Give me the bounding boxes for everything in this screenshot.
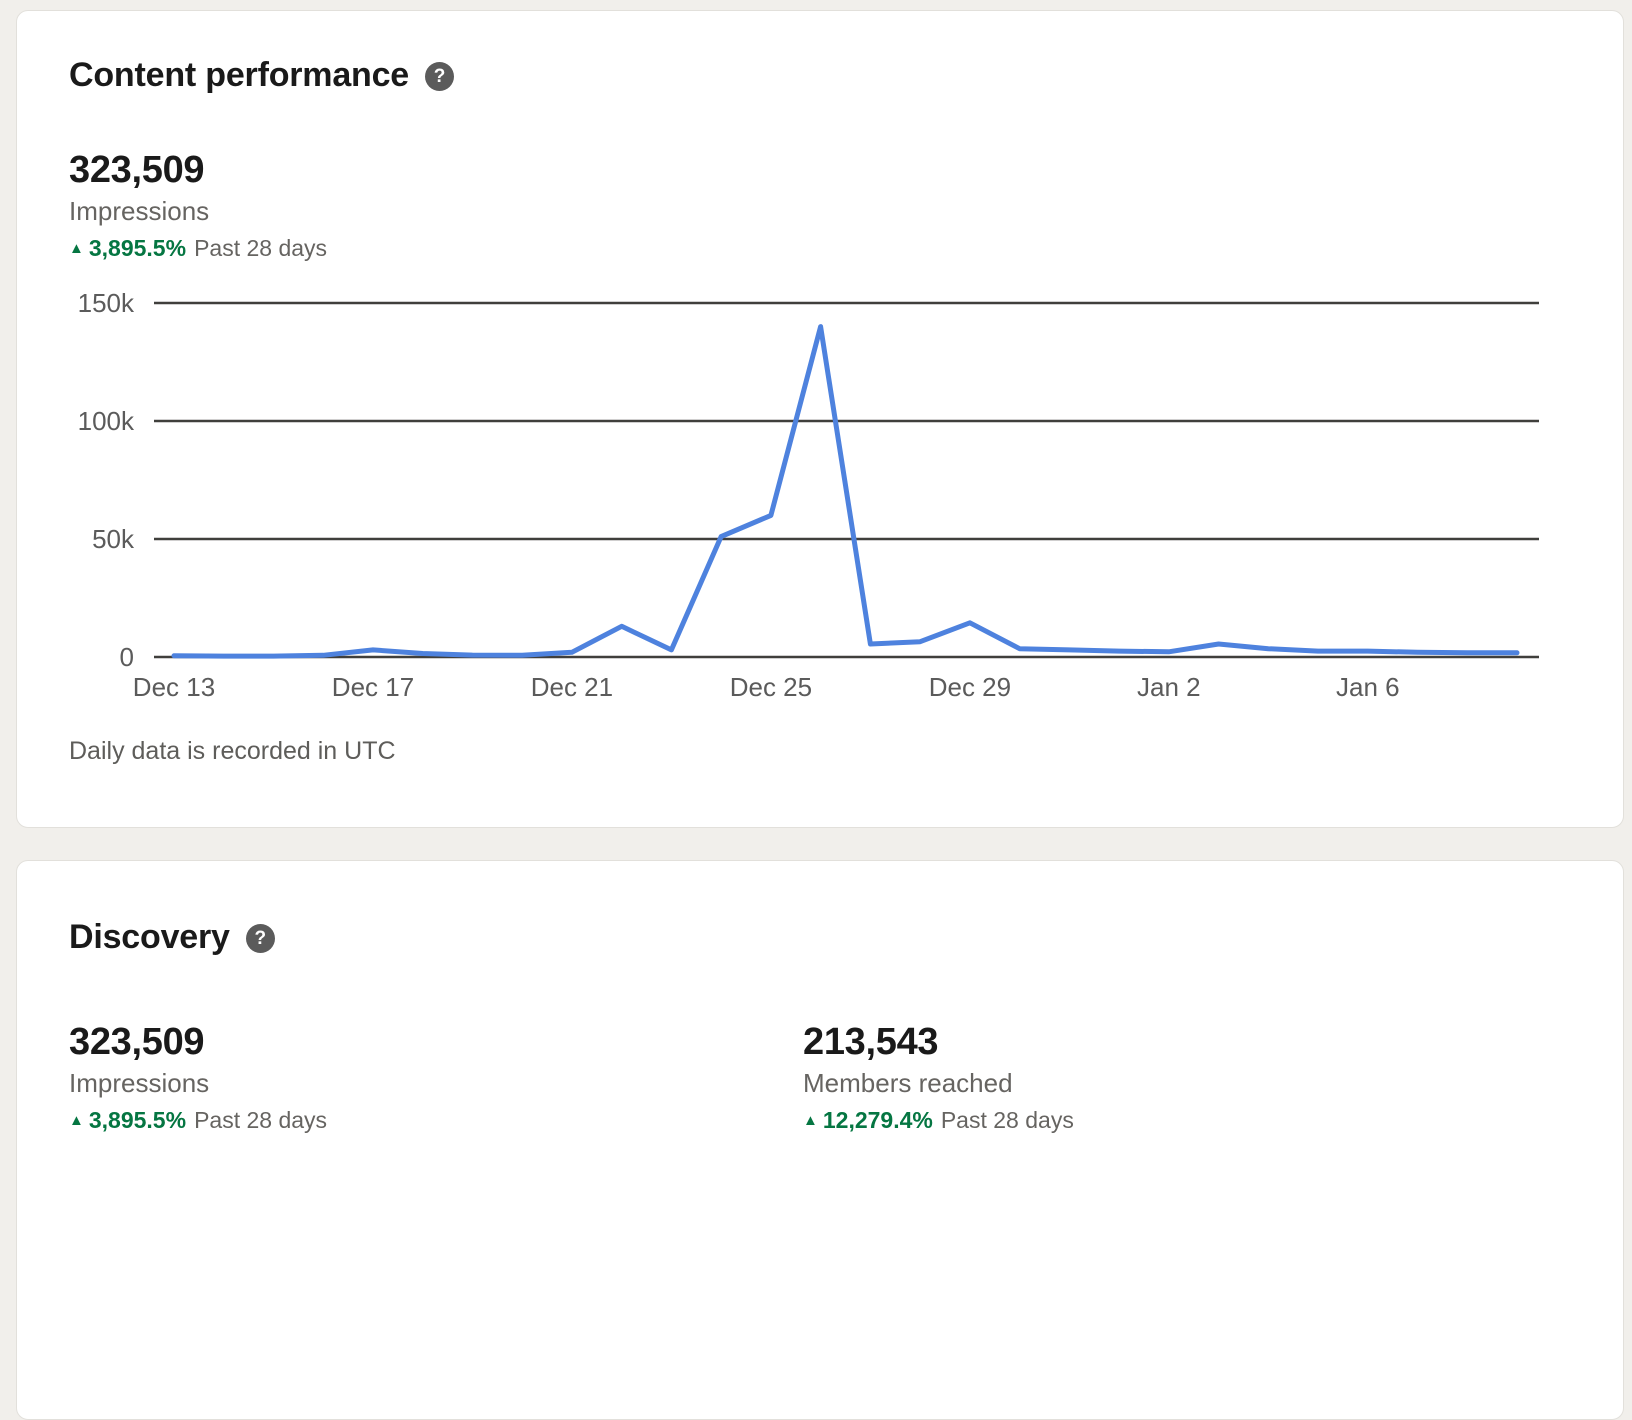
chart-y-tick-label: 150k bbox=[78, 288, 135, 318]
content-performance-title: Content performance bbox=[69, 56, 410, 94]
trend-period: Past 28 days bbox=[194, 235, 328, 261]
discovery-card: Discovery ? 323,509 Impressions ▲ 3,895.… bbox=[16, 860, 1624, 1420]
chart-x-tick-label: Dec 29 bbox=[929, 672, 1011, 702]
trend-up-icon: ▲ bbox=[69, 1111, 84, 1129]
chart-x-tick-label: Jan 2 bbox=[1137, 672, 1201, 702]
discovery-impressions-column: 323,509 Impressions ▲ 3,895.5% Past 28 d… bbox=[69, 1020, 803, 1134]
chart-x-tick-label: Jan 6 bbox=[1336, 672, 1400, 702]
discovery-members-stat: 213,543 Members reached ▲ 12,279.4% Past… bbox=[803, 1020, 1537, 1134]
impressions-value: 323,509 bbox=[69, 149, 205, 191]
content-performance-card: Content performance ? 323,509 Impression… bbox=[16, 10, 1624, 828]
discovery-title: Discovery bbox=[69, 918, 230, 956]
question-mark-glyph: ? bbox=[433, 66, 446, 87]
trend-percent: 3,895.5% bbox=[88, 1107, 187, 1133]
chart-x-tick-label: Dec 13 bbox=[133, 672, 215, 702]
analytics-page: { "colors": { "page_background": "#f1efe… bbox=[16, 10, 1624, 1420]
content-performance-header: Content performance ? bbox=[69, 11, 1537, 96]
discovery-members-column: 213,543 Members reached ▲ 12,279.4% Past… bbox=[803, 1020, 1537, 1134]
impressions-stat-block: 323,509 Impressions ▲ 3,895.5% Past 28 d… bbox=[69, 148, 1537, 262]
trend-percent: 3,895.5% bbox=[88, 235, 187, 261]
discovery-impressions-label: Impressions bbox=[69, 1068, 210, 1098]
impressions-line-chart[interactable]: 0 50k 100k 150k Dec 13 Dec 17 Dec 21 Dec 25 Dec … bbox=[69, 282, 1539, 712]
discovery-impressions-trend: ▲ 3,895.5% Past 28 days bbox=[69, 1106, 803, 1134]
discovery-stats-row: 323,509 Impressions ▲ 3,895.5% Past 28 d… bbox=[69, 1020, 1537, 1134]
chart-y-tick-label: 0 bbox=[120, 642, 134, 672]
trend-period: Past 28 days bbox=[194, 1107, 328, 1133]
members-reached-trend: ▲ 12,279.4% Past 28 days bbox=[803, 1106, 1537, 1134]
members-reached-label: Members reached bbox=[803, 1068, 1013, 1098]
trend-up-icon: ▲ bbox=[69, 239, 84, 257]
chart-x-tick-label: Dec 21 bbox=[531, 672, 613, 702]
question-mark-glyph: ? bbox=[254, 928, 267, 949]
impressions-label: Impressions bbox=[69, 196, 210, 226]
trend-up-icon: ▲ bbox=[803, 1111, 818, 1129]
trend-percent: 12,279.4% bbox=[822, 1107, 933, 1133]
chart-x-tick-label: Dec 17 bbox=[332, 672, 414, 702]
impressions-trend-line bbox=[171, 324, 1520, 659]
impressions-trend: ▲ 3,895.5% Past 28 days bbox=[69, 234, 1537, 262]
trend-period: Past 28 days bbox=[940, 1107, 1074, 1133]
content-performance-help-icon[interactable]: ? bbox=[425, 62, 455, 91]
discovery-header: Discovery ? bbox=[69, 861, 1537, 958]
discovery-impressions-value: 323,509 bbox=[69, 1021, 205, 1063]
chart-y-tick-label: 100k bbox=[78, 406, 135, 436]
chart-x-tick-label: Dec 25 bbox=[730, 672, 812, 702]
chart-footnote: Daily data is recorded in UTC bbox=[69, 737, 396, 765]
chart-y-tick-label: 50k bbox=[92, 524, 135, 554]
discovery-impressions-stat: 323,509 Impressions ▲ 3,895.5% Past 28 d… bbox=[69, 1020, 803, 1134]
impressions-chart-svg: 0 50k 100k 150k Dec 13 Dec 17 Dec 21 Dec 25 Dec … bbox=[78, 288, 1539, 702]
discovery-help-icon[interactable]: ? bbox=[245, 924, 275, 953]
members-reached-value: 213,543 bbox=[803, 1021, 939, 1063]
